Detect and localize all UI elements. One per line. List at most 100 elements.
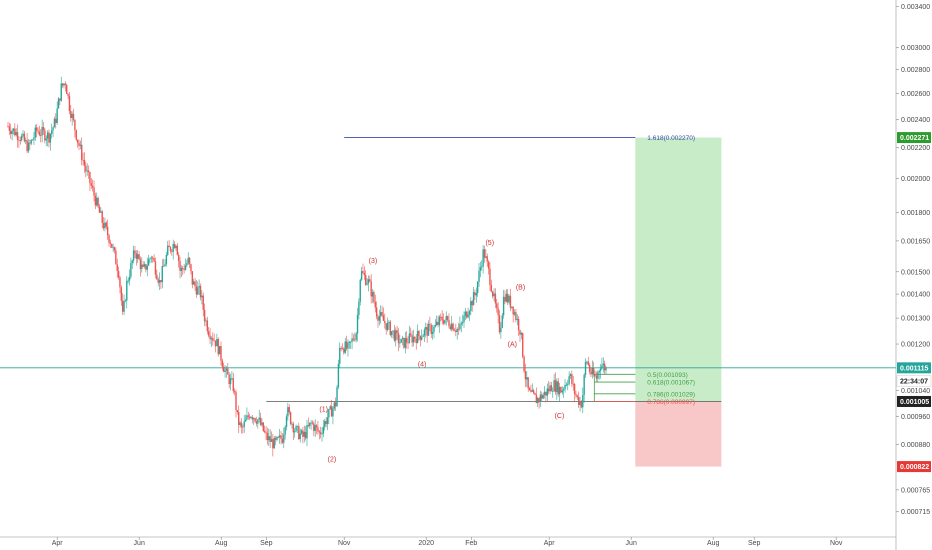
y-tick-label: 0.000960 xyxy=(901,414,930,421)
candle-body xyxy=(201,295,203,298)
candle-body xyxy=(448,320,450,327)
candle-body xyxy=(158,280,161,283)
candle-body xyxy=(523,356,525,372)
candle-body xyxy=(101,211,103,223)
candle-body xyxy=(68,95,71,112)
candle-body xyxy=(283,434,285,443)
wave-label: (C) xyxy=(555,413,565,420)
candle-body xyxy=(235,392,237,410)
candle-body xyxy=(587,361,589,366)
candle-body xyxy=(288,407,290,413)
candle-body xyxy=(384,320,386,324)
x-tick-label: Sep xyxy=(260,540,273,547)
candle-body xyxy=(258,417,260,420)
candle-body xyxy=(423,329,426,336)
candle-body xyxy=(72,113,75,120)
candle-body xyxy=(299,433,301,440)
candle-body xyxy=(56,108,58,123)
price-badge-label: 0.001115 xyxy=(900,365,929,372)
reference-lines: 1.618(0.002270) 0.5(0.001093)0.618(0.0010… xyxy=(0,135,896,406)
candle-body xyxy=(562,389,565,391)
candle-body xyxy=(78,142,80,146)
candle-body xyxy=(457,328,460,330)
candle-body xyxy=(75,130,77,140)
candle-body xyxy=(537,398,539,404)
candle-body xyxy=(501,315,503,328)
candle-body xyxy=(542,395,544,399)
candle-body xyxy=(139,259,142,269)
candle-body xyxy=(339,347,341,364)
x-tick-label: 2020 xyxy=(418,540,434,547)
candle-body xyxy=(531,390,533,392)
candle-body xyxy=(590,371,592,375)
candle-body xyxy=(490,284,493,292)
candle-body xyxy=(552,390,554,392)
candle-body xyxy=(557,381,559,395)
candle-body xyxy=(134,250,136,254)
candle-body xyxy=(543,391,546,396)
candle-body xyxy=(586,361,588,363)
candle-body xyxy=(145,264,147,270)
candle-body xyxy=(369,279,371,282)
candle-body xyxy=(176,245,178,255)
candle-body xyxy=(74,119,76,131)
candle-body xyxy=(244,419,247,422)
candle-body xyxy=(33,137,35,140)
candle-body xyxy=(505,293,508,302)
candle-body xyxy=(366,283,368,285)
candle-body xyxy=(511,306,513,308)
candle-body xyxy=(482,249,484,267)
candle-body xyxy=(407,342,409,344)
x-tick-label: Aug xyxy=(215,540,228,547)
candle-body xyxy=(259,417,262,425)
candle-body xyxy=(25,140,27,142)
candle-body xyxy=(108,235,110,243)
candle-body xyxy=(67,93,69,96)
price-badges: 0.002271 0.001115 22:34:07 0.001005 0.000822 xyxy=(896,132,932,473)
candle-body xyxy=(173,243,176,249)
candle-body xyxy=(358,301,360,315)
candle-body xyxy=(177,254,180,261)
candle-body xyxy=(528,388,531,391)
candle-body xyxy=(55,118,57,123)
candle-body xyxy=(87,170,90,173)
candle-body xyxy=(111,243,113,248)
candle-body xyxy=(19,139,21,141)
candle-body xyxy=(306,425,308,439)
candle-body xyxy=(171,251,173,252)
candle-body xyxy=(588,365,591,372)
candle-body xyxy=(131,260,133,264)
y-tick-label: 0.003000 xyxy=(901,45,930,52)
candle-body xyxy=(326,417,329,425)
candle-body xyxy=(466,311,468,318)
price-badge xyxy=(897,461,931,473)
y-tick-label: 0.002600 xyxy=(901,91,930,98)
candle-body xyxy=(524,371,527,380)
candle-body xyxy=(52,127,54,131)
candle-body xyxy=(29,142,31,144)
candle-body xyxy=(425,327,427,330)
candle-body xyxy=(127,280,129,282)
candle-body xyxy=(23,133,26,142)
candle-body xyxy=(479,267,482,271)
candle-body xyxy=(90,183,92,186)
candle-body xyxy=(567,383,569,385)
fib-label: 1.618(0.002270) xyxy=(647,135,695,142)
candle-body xyxy=(228,374,230,385)
candle-body xyxy=(371,292,374,297)
candle-body xyxy=(135,253,138,259)
candle-body xyxy=(419,335,422,340)
candle-body xyxy=(205,320,207,322)
candle-body xyxy=(218,346,221,355)
profit-zone xyxy=(635,137,722,402)
candle-body xyxy=(203,309,206,322)
y-tick-label: 0.001040 xyxy=(901,388,930,395)
candle-body xyxy=(164,264,166,267)
x-tick-label: Jun xyxy=(134,540,145,547)
candle-body xyxy=(337,363,340,388)
fib-label: 0.786(0.000997) xyxy=(647,399,695,406)
candle-body xyxy=(183,268,185,270)
candle-body xyxy=(26,140,28,152)
candle-body xyxy=(38,131,41,136)
